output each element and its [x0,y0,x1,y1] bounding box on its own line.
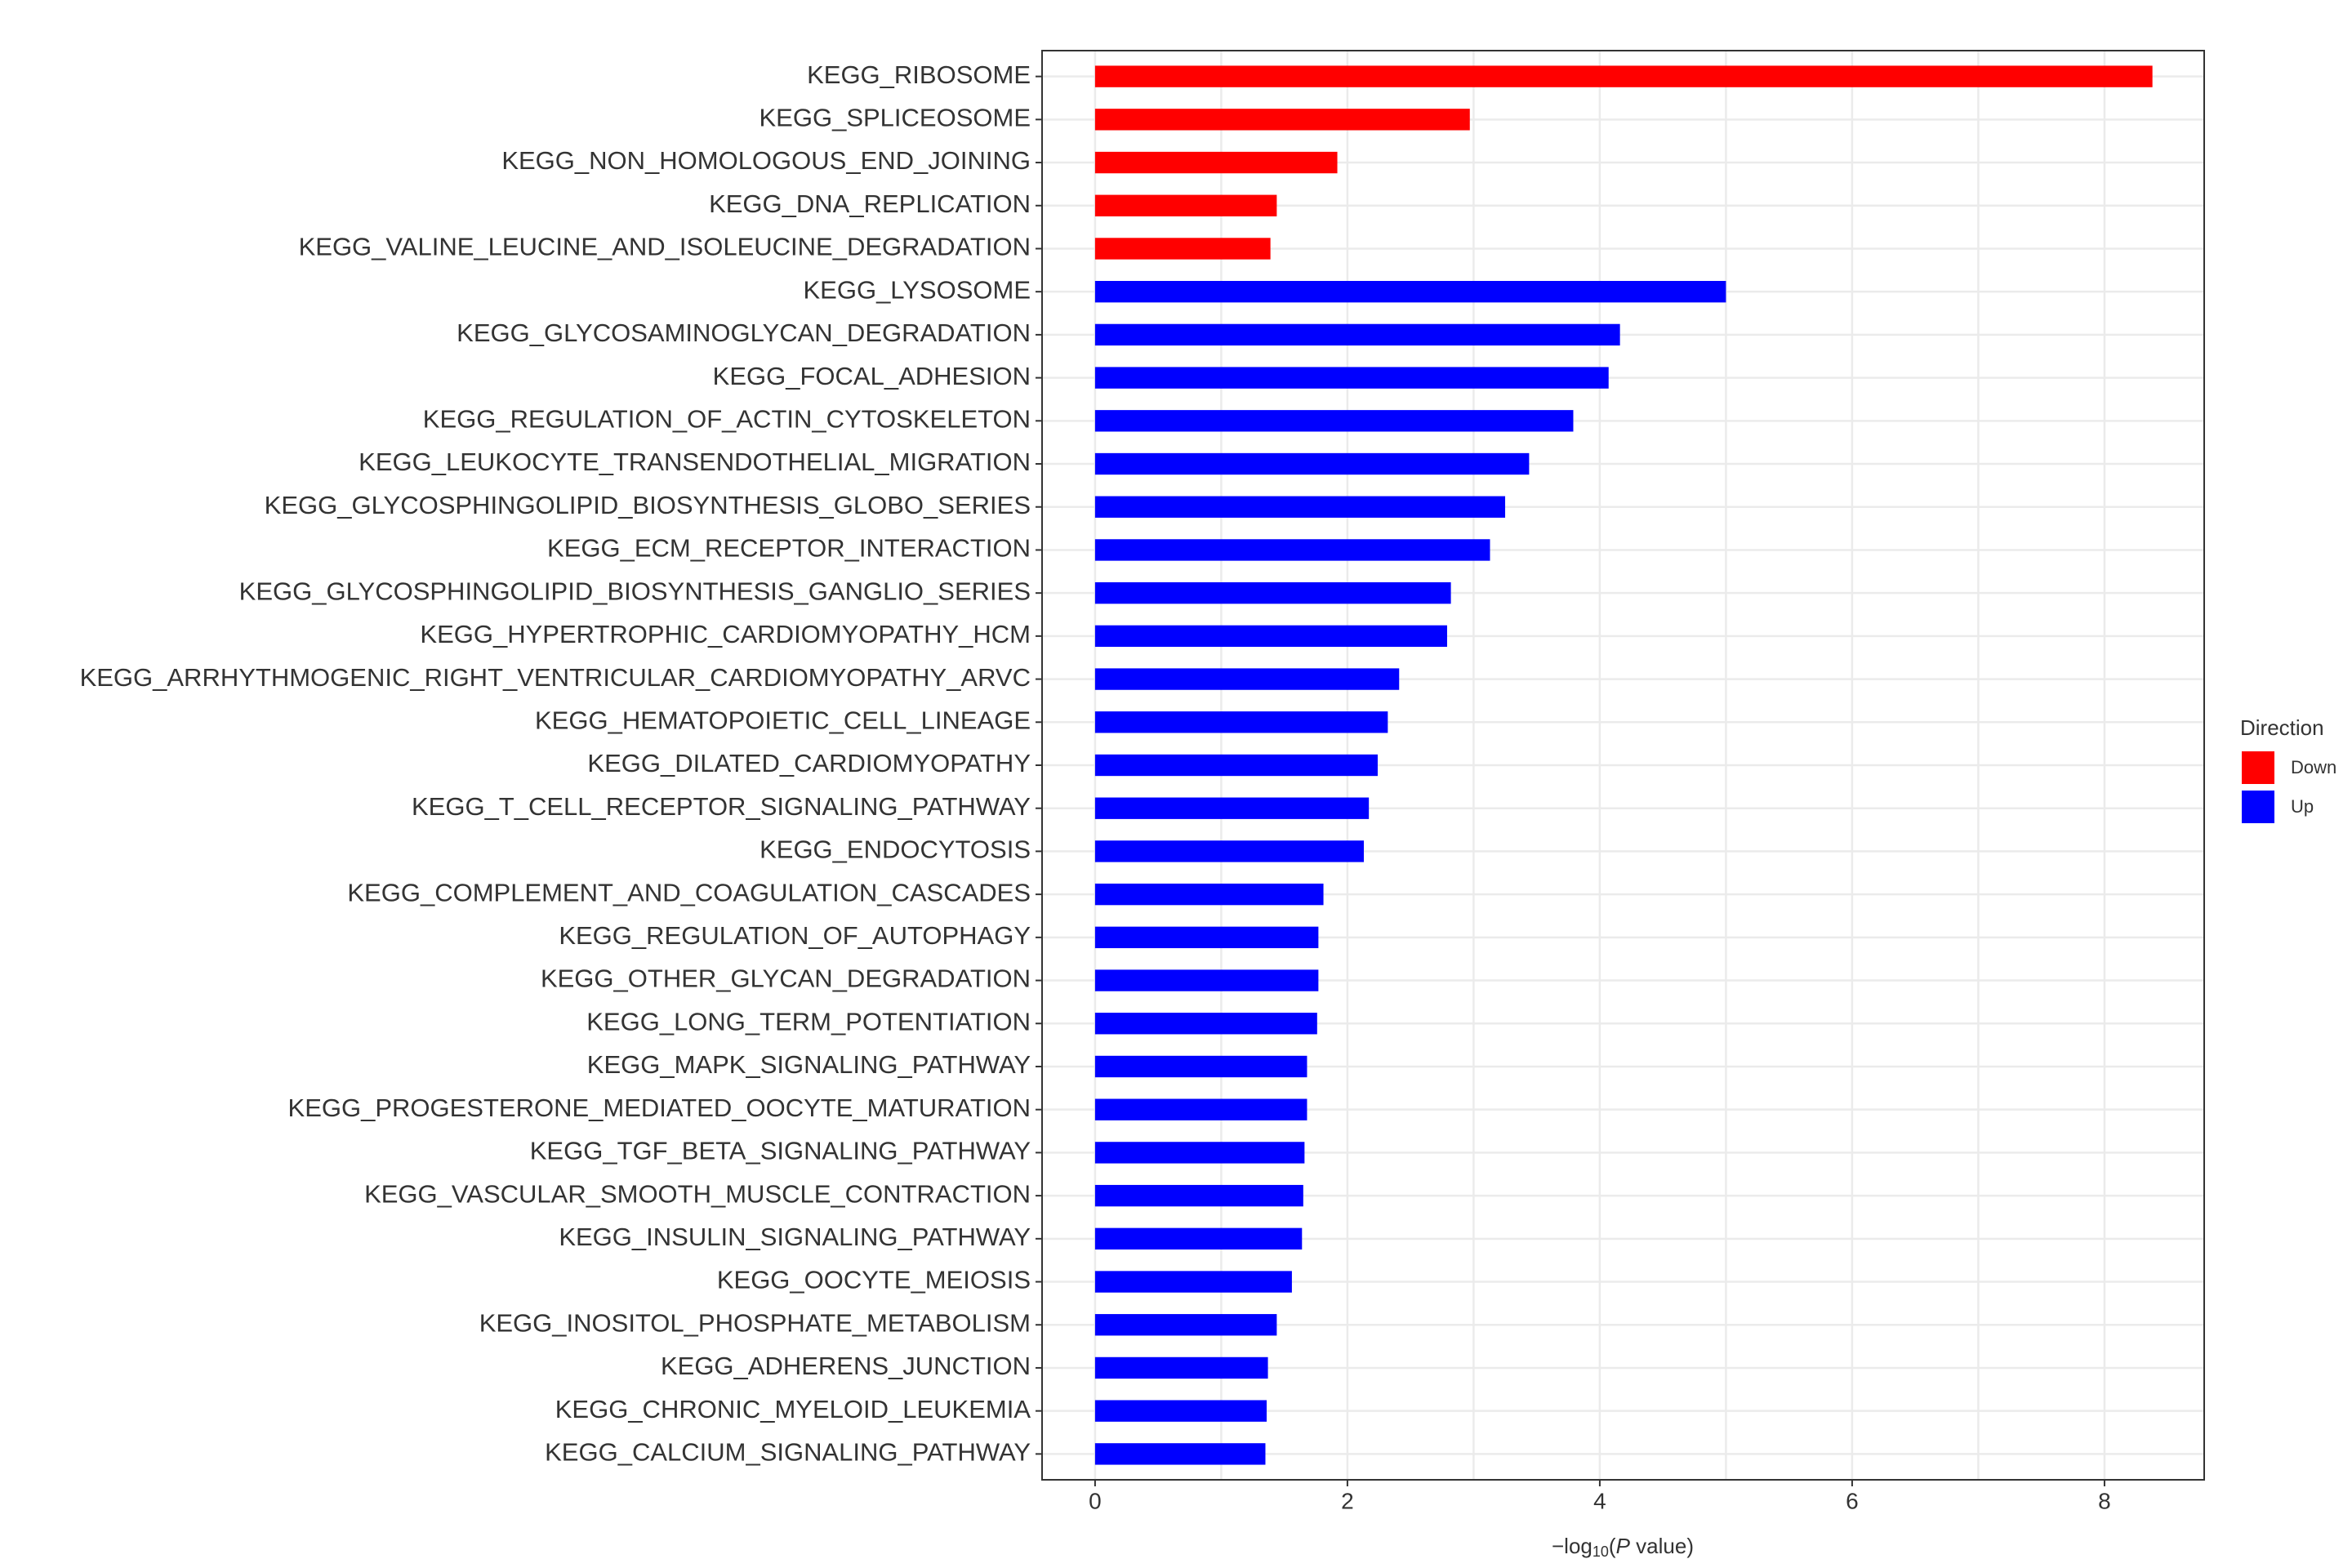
y-tick-label: KEGG_REGULATION_OF_AUTOPHAGY [559,921,1031,950]
y-tick-label: KEGG_INOSITOL_PHOSPHATE_METABOLISM [479,1308,1031,1337]
legend-label: Down [2291,757,2336,777]
y-tick-label: KEGG_VALINE_LEUCINE_AND_ISOLEUCINE_DEGRA… [299,233,1031,261]
bar [1094,410,1574,432]
bar [1094,797,1370,819]
y-tick-label: KEGG_CALCIUM_SIGNALING_PATHWAY [545,1438,1031,1467]
y-tick-label: KEGG_TGF_BETA_SIGNALING_PATHWAY [530,1137,1031,1165]
bar [1094,581,1451,604]
y-tick-label: KEGG_ARRHYTHMOGENIC_RIGHT_VENTRICULAR_CA… [80,663,1031,692]
panel-border [1041,50,2205,1481]
y-tick-label: KEGG_ADHERENS_JUNCTION [661,1352,1031,1380]
y-tick-label: KEGG_GLYCOSPHINGOLIPID_BIOSYNTHESIS_GLOB… [265,491,1031,519]
x-tick-label: 6 [1846,1488,1859,1513]
y-tick-label: KEGG_OTHER_GLYCAN_DEGRADATION [541,964,1031,993]
bar [1094,496,1506,518]
y-tick-label: KEGG_LEUKOCYTE_TRANSENDOTHELIAL_MIGRATIO… [359,448,1031,476]
bar [1094,151,1338,174]
legend-key [2242,791,2274,823]
bar [1094,109,1470,131]
bar [1094,883,1324,906]
bar [1094,1356,1268,1379]
x-tick-label: 0 [1089,1488,1102,1513]
bar [1094,668,1400,690]
bar [1094,65,2153,87]
y-tick-label: KEGG_RIBOSOME [807,60,1031,89]
y-tick-label: KEGG_DILATED_CARDIOMYOPATHY [587,749,1031,777]
bar [1094,1142,1305,1164]
y-tick-label: KEGG_FOCAL_ADHESION [713,362,1031,390]
x-tick-label: 2 [1341,1488,1354,1513]
y-tick-label: KEGG_T_CELL_RECEPTOR_SIGNALING_PATHWAY [412,792,1031,821]
x-axis-label: −log10(P value) [1552,1534,1694,1560]
y-tick-label: KEGG_GLYCOSPHINGOLIPID_BIOSYNTHESIS_GANG… [239,577,1031,605]
bar [1094,1184,1303,1207]
bar [1094,625,1447,648]
y-tick-label: KEGG_DNA_REPLICATION [709,189,1031,218]
y-tick-label: KEGG_REGULATION_OF_ACTIN_CYTOSKELETON [423,405,1031,434]
y-tick-label: KEGG_ECM_RECEPTOR_INTERACTION [547,534,1031,563]
bar [1094,1055,1307,1078]
labels: 0 2 4 6 8 KEGG_RIBOSOME KEGG_SPLICEOSOME KEGG_N… [80,60,2111,1514]
y-tick-label: KEGG_ENDOCYTOSIS [760,835,1031,864]
x-axis-label-part: −log [1552,1534,1592,1558]
y-tick-label: KEGG_OOCYTE_MEIOSIS [717,1266,1031,1294]
legend-label: Up [2291,796,2314,817]
bar [1094,840,1364,862]
bar [1094,1227,1303,1250]
y-tick-label: KEGG_COMPLEMENT_AND_COAGULATION_CASCADES [347,878,1031,906]
x-axis-label-part: value) [1630,1534,1694,1558]
x-tick-label: 4 [1593,1488,1606,1513]
bar [1094,238,1271,260]
x-axis-label-part: ( [1609,1534,1616,1558]
y-tick-label: KEGG_MAPK_SIGNALING_PATHWAY [587,1050,1031,1079]
bars [1094,65,2153,1465]
y-tick-label: KEGG_HYPERTROPHIC_CARDIOMYOPATHY_HCM [420,620,1031,648]
y-tick-label: KEGG_LONG_TERM_POTENTIATION [586,1007,1031,1036]
y-tick-label: KEGG_LYSOSOME [803,275,1031,304]
y-tick-label: KEGG_PROGESTERONE_MEDIATED_OOCYTE_MATURA… [288,1094,1031,1122]
bar [1094,323,1620,346]
y-tick-label: KEGG_CHRONIC_MYELOID_LEUKEMIA [555,1395,1031,1423]
y-tick-label: KEGG_HEMATOPOIETIC_CELL_LINEAGE [535,706,1031,734]
y-tick-label: KEGG_GLYCOSAMINOGLYCAN_DEGRADATION [457,318,1031,347]
x-tick-label: 8 [2098,1488,2111,1513]
x-axis-label-part: P [1616,1534,1631,1558]
bar [1094,281,1726,303]
legend-key [2242,751,2274,784]
bar [1094,926,1319,949]
bar [1094,1314,1277,1336]
legend-title: Direction [2240,715,2324,740]
bar [1094,1013,1317,1035]
legend: Down Up [2242,751,2336,823]
bar [1094,711,1388,733]
bar [1094,1400,1267,1422]
y-tick-label: KEGG_VASCULAR_SMOOTH_MUSCLE_CONTRACTION [364,1179,1031,1208]
x-axis-label-part: 10 [1592,1544,1609,1560]
bar [1094,754,1378,777]
bar [1094,194,1277,216]
bar [1094,367,1609,389]
bar [1094,452,1530,475]
y-tick-label: KEGG_INSULIN_SIGNALING_PATHWAY [559,1223,1031,1251]
bar [1094,1443,1266,1465]
bar [1094,1098,1307,1120]
y-tick-label: KEGG_SPLICEOSOME [760,104,1031,132]
bar [1094,969,1319,991]
bar [1094,1271,1292,1293]
bar [1094,539,1490,561]
y-tick-label: KEGG_NON_HOMOLOGOUS_END_JOINING [501,146,1031,175]
